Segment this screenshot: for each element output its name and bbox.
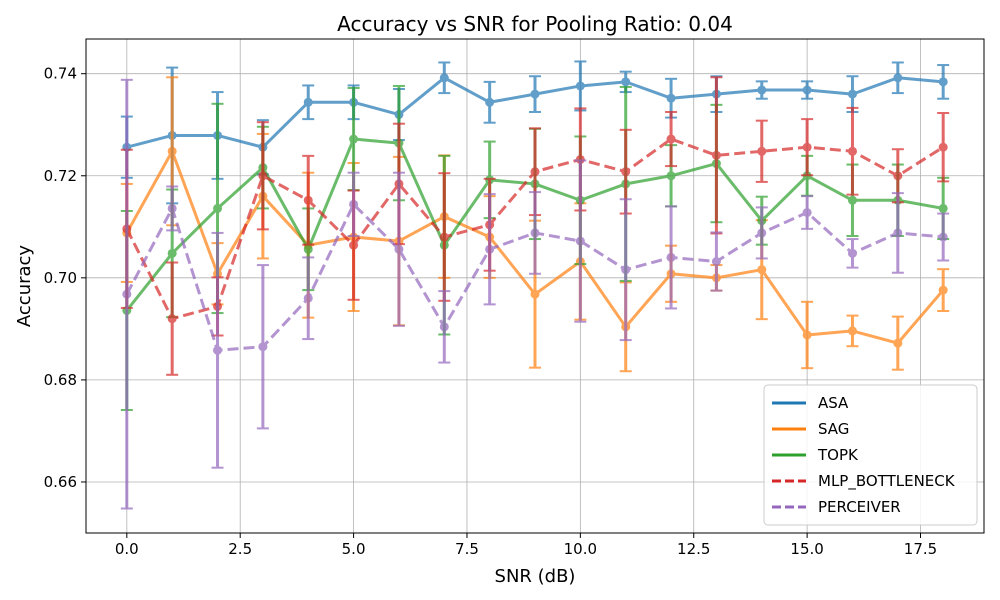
data-point xyxy=(939,77,948,86)
data-point xyxy=(712,151,721,160)
data-point xyxy=(939,286,948,295)
data-point xyxy=(848,147,857,156)
data-point xyxy=(803,143,812,152)
data-point xyxy=(621,167,630,176)
y-tick-label: 0.66 xyxy=(44,473,77,491)
data-point xyxy=(349,241,358,250)
data-point xyxy=(304,294,313,303)
data-point xyxy=(893,339,902,348)
data-point xyxy=(304,98,313,107)
x-tick-label: 0.0 xyxy=(115,540,139,558)
x-axis-label: SNR (dB) xyxy=(495,566,576,587)
y-tick-label: 0.70 xyxy=(44,269,77,287)
data-point xyxy=(531,228,540,237)
data-point xyxy=(349,200,358,209)
data-point xyxy=(757,86,766,95)
data-point xyxy=(168,204,177,213)
data-point xyxy=(394,245,403,254)
data-point xyxy=(757,265,766,274)
legend-label: MLP_BOTTLENECK xyxy=(818,472,956,491)
data-point xyxy=(349,135,358,144)
data-point xyxy=(122,290,131,299)
legend-label: PERCEIVER xyxy=(818,498,901,516)
data-point xyxy=(939,233,948,242)
data-point xyxy=(258,342,267,351)
legend-label: ASA xyxy=(818,394,849,412)
x-tick-label: 7.5 xyxy=(455,540,479,558)
data-point xyxy=(168,314,177,323)
data-point xyxy=(848,90,857,99)
data-point xyxy=(667,171,676,180)
data-point xyxy=(757,228,766,237)
data-point xyxy=(939,204,948,213)
y-ticks: 0.66 0.68 0.70 0.72 0.74 xyxy=(44,65,86,491)
y-axis-label: Accuracy xyxy=(14,245,35,328)
legend-label: TOPK xyxy=(817,446,859,464)
data-point xyxy=(893,73,902,82)
data-point xyxy=(531,90,540,99)
data-point xyxy=(485,245,494,254)
chart-title: Accuracy vs SNR for Pooling Ratio: 0.04 xyxy=(337,12,733,36)
y-tick-label: 0.68 xyxy=(44,371,77,389)
y-tick-label: 0.74 xyxy=(44,65,77,83)
legend: ASA SAG TOPK MLP_BOTTLENECK PERCEIVER xyxy=(764,385,977,525)
data-point xyxy=(531,167,540,176)
data-point xyxy=(848,249,857,258)
data-point xyxy=(440,73,449,82)
data-point xyxy=(667,253,676,262)
x-tick-label: 15.0 xyxy=(790,540,823,558)
data-point xyxy=(304,196,313,205)
x-tick-label: 17.5 xyxy=(904,540,937,558)
data-point xyxy=(213,346,222,355)
data-point xyxy=(440,322,449,331)
data-point xyxy=(621,77,630,86)
x-tick-label: 10.0 xyxy=(564,540,597,558)
y-tick-label: 0.72 xyxy=(44,167,77,185)
data-point xyxy=(757,147,766,156)
data-point xyxy=(168,249,177,258)
x-ticks: 0.0 2.5 5.0 7.5 10.0 12.5 15.0 17.5 xyxy=(115,533,937,558)
data-point xyxy=(213,204,222,213)
data-point xyxy=(848,196,857,205)
data-point xyxy=(168,147,177,156)
x-tick-label: 12.5 xyxy=(677,540,710,558)
legend-label: SAG xyxy=(818,420,849,438)
x-tick-label: 5.0 xyxy=(342,540,366,558)
data-point xyxy=(803,86,812,95)
data-point xyxy=(304,245,313,254)
data-point xyxy=(712,257,721,266)
data-point xyxy=(258,171,267,180)
data-point xyxy=(485,98,494,107)
data-point xyxy=(848,326,857,335)
data-point xyxy=(621,265,630,274)
data-point xyxy=(893,171,902,180)
data-point xyxy=(576,237,585,246)
data-point xyxy=(939,143,948,152)
data-point xyxy=(803,330,812,339)
data-point xyxy=(803,208,812,217)
x-tick-label: 2.5 xyxy=(228,540,252,558)
data-point xyxy=(576,81,585,90)
data-point xyxy=(893,228,902,237)
data-point xyxy=(667,135,676,144)
data-point xyxy=(440,233,449,242)
data-point xyxy=(667,94,676,103)
data-point xyxy=(531,290,540,299)
